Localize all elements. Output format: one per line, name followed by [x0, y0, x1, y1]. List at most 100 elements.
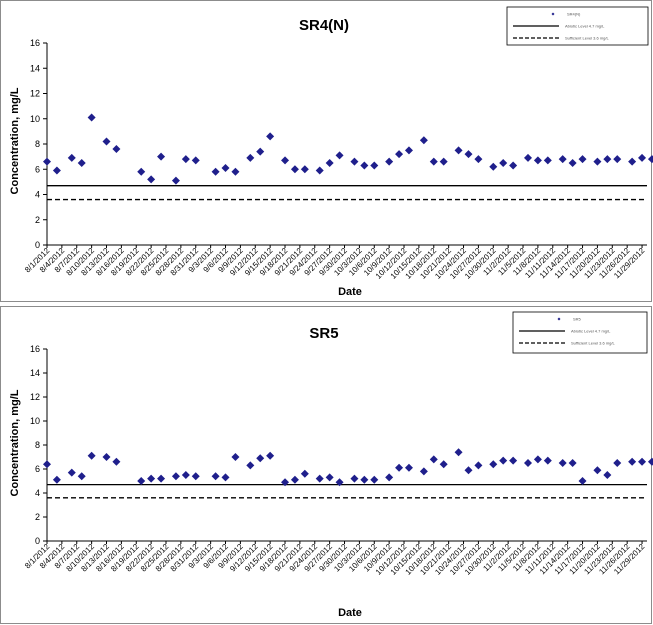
legend-marker: [557, 317, 561, 321]
data-point: [221, 163, 230, 172]
chart-panel-sr5: SR5 Concentration, mg/L Date 0 2 4 6 8 10 12 14…: [0, 306, 653, 624]
data-point: [647, 155, 653, 164]
data-point: [439, 460, 448, 469]
data-point: [137, 167, 146, 176]
data-point: [67, 153, 76, 162]
data-point: [87, 113, 96, 122]
data-point: [181, 471, 190, 479]
data-point: [385, 473, 394, 482]
data-point: [638, 457, 647, 466]
y-tick-label: 0: [35, 536, 40, 546]
y-tick-label: 2: [35, 512, 40, 522]
legend-label: Sufficient Level 3.6 mg/L: [571, 341, 616, 346]
data-point: [474, 155, 483, 164]
data-point: [395, 150, 404, 159]
data-point: [300, 469, 309, 478]
data-point: [578, 477, 587, 485]
data-point: [543, 156, 552, 165]
data-point: [281, 156, 290, 165]
legend: [512, 311, 648, 354]
y-tick-label: 8: [35, 440, 40, 450]
data-point: [290, 475, 299, 484]
data-point: [157, 152, 166, 161]
data-point: [266, 451, 275, 460]
y-tick-label: 12: [30, 89, 40, 99]
x-axis-label: Date: [338, 607, 362, 619]
data-point: [315, 166, 324, 175]
data-point: [543, 456, 552, 465]
data-point: [221, 473, 230, 482]
data-point: [147, 175, 156, 184]
y-tick-label: 4: [35, 190, 40, 200]
data-point: [191, 472, 200, 481]
data-point: [385, 157, 394, 166]
data-point: [256, 454, 265, 463]
data-point: [613, 459, 622, 467]
chart-sr4n: SR4(N) Concentration, mg/L Date 0 2 4 6 8 10 1…: [9, 6, 653, 298]
y-tick-label: 0: [35, 240, 40, 250]
data-point: [523, 459, 532, 467]
data-point: [489, 162, 498, 171]
data-point: [137, 477, 146, 485]
data-point: [350, 157, 359, 166]
data-point: [370, 475, 379, 484]
data-point: [603, 471, 612, 479]
data-point: [568, 459, 577, 467]
data-point: [489, 460, 498, 469]
x-axis-label: Date: [338, 286, 362, 298]
data-point: [429, 157, 438, 166]
data-point: [147, 474, 156, 483]
data-point: [454, 448, 463, 457]
data-point: [360, 475, 369, 484]
data-point: [439, 157, 448, 166]
data-point: [246, 153, 255, 162]
data-point: [290, 165, 299, 174]
data-point: [464, 150, 473, 159]
data-point: [638, 153, 647, 162]
data-point: [171, 176, 180, 185]
data-point: [523, 153, 532, 162]
data-point: [266, 132, 275, 141]
data-point: [52, 475, 61, 484]
data-point: [112, 145, 121, 154]
data-point: [112, 457, 121, 466]
data-point: [628, 157, 637, 166]
legend-label: Abiotic Level 4.7 mg/L: [571, 329, 611, 334]
chart-title: SR4(N): [299, 17, 349, 34]
y-tick-label: 14: [30, 368, 40, 378]
data-point: [181, 155, 190, 164]
y-tick-label: 16: [30, 38, 40, 48]
data-point: [335, 478, 344, 487]
data-point: [211, 167, 220, 176]
data-point: [325, 473, 334, 482]
chart-title: SR5: [309, 325, 338, 342]
data-point: [52, 166, 61, 175]
y-tick-label: 8: [35, 139, 40, 149]
data-point: [157, 474, 166, 483]
data-point: [509, 161, 518, 170]
data-point: [231, 453, 240, 461]
y-tick-label: 6: [35, 164, 40, 174]
data-point: [43, 157, 51, 166]
data-point: [102, 453, 111, 461]
data-point: [578, 155, 587, 164]
data-point: [419, 467, 428, 476]
chart-sr5: SR5 Concentration, mg/L Date 0 2 4 6 8 10 12 14…: [9, 311, 653, 619]
data-point: [474, 461, 483, 470]
data-point: [191, 156, 200, 165]
data-point: [593, 466, 602, 475]
data-point: [315, 474, 324, 483]
data-point: [404, 463, 413, 472]
chart-panel-sr4n: SR4(N) Concentration, mg/L Date 0 2 4 6 8 10 1…: [0, 0, 653, 302]
y-axis-label: Concentration, mg/L: [9, 389, 21, 496]
legend-marker: [551, 12, 555, 16]
y-tick-label: 6: [35, 464, 40, 474]
data-point: [67, 468, 76, 477]
data-point: [281, 478, 290, 487]
legend-label: Abiotic Level 4.7 mg/L: [565, 24, 605, 29]
data-point: [211, 472, 220, 481]
data-point: [77, 158, 86, 167]
data-point: [628, 457, 637, 466]
data-point: [256, 147, 265, 156]
legend-label: Sufficient Level 3.6 mg/L: [565, 36, 610, 41]
